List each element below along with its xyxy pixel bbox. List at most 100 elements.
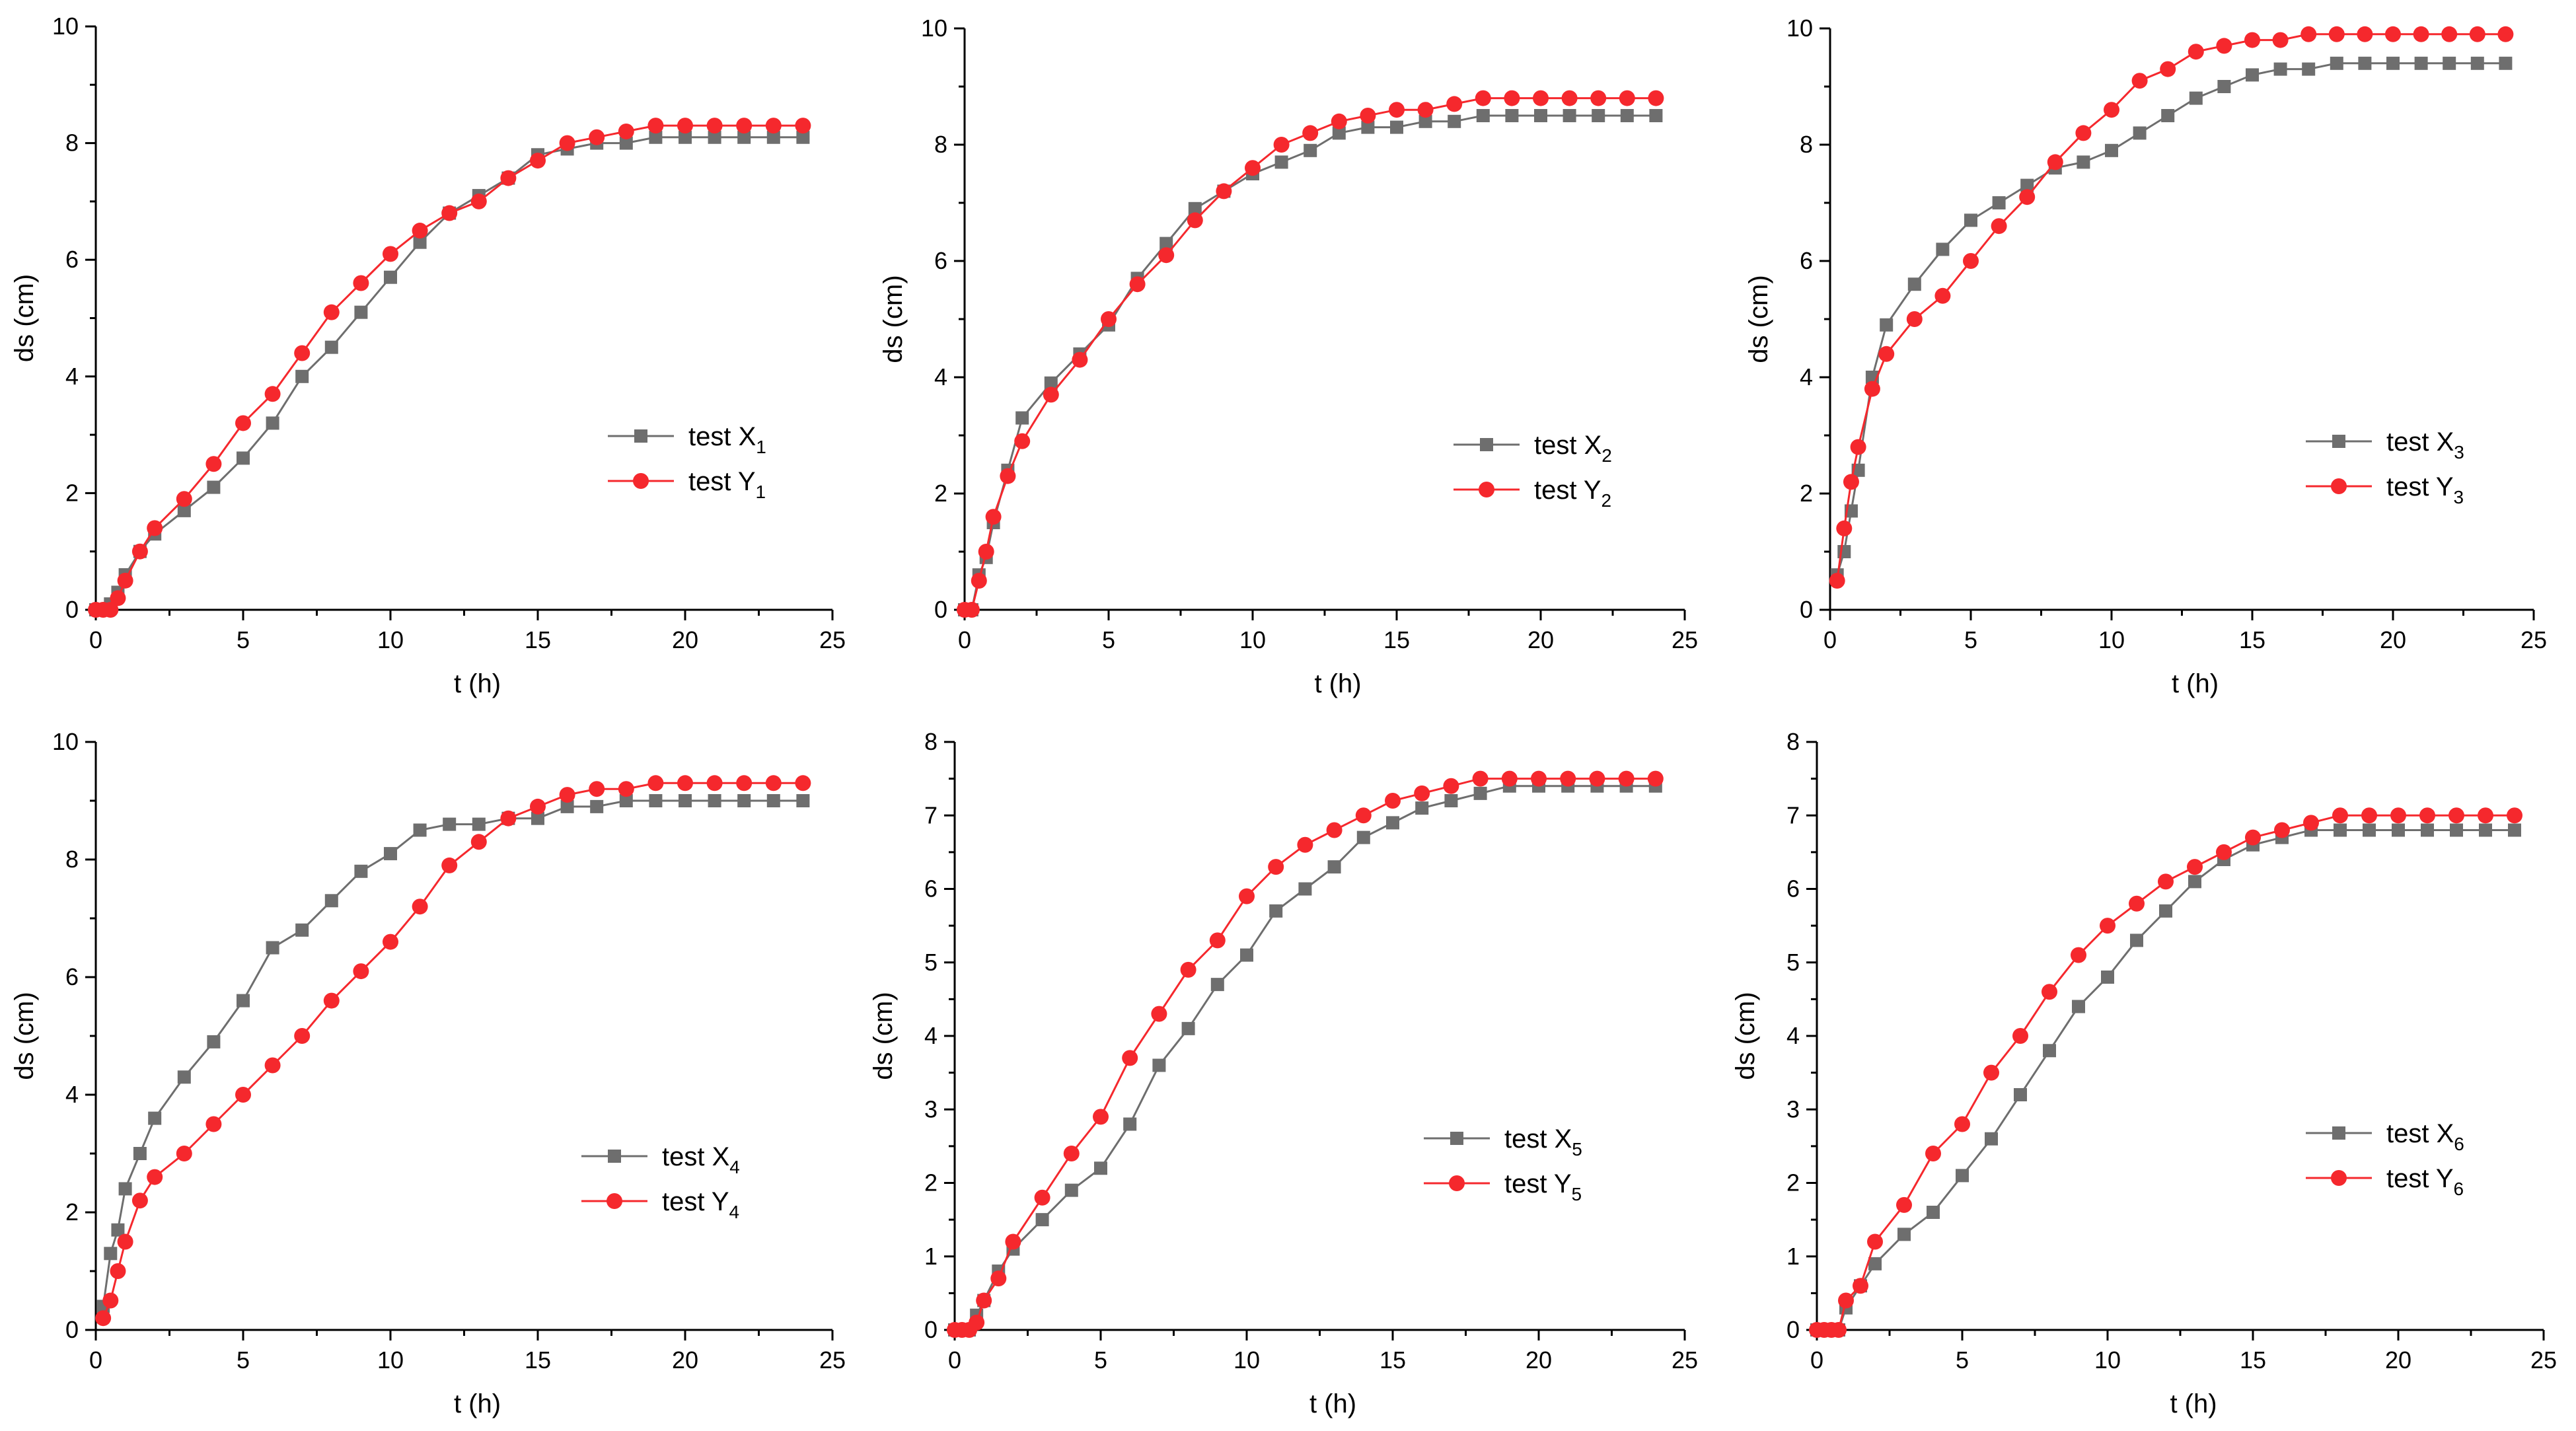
x-tick-label: 25	[1672, 1346, 1698, 1374]
data-point-circle	[323, 992, 340, 1009]
x-tick-label: 10	[1239, 626, 1266, 653]
y-tick-label: 5	[1786, 949, 1800, 976]
x-tick-label: 0	[948, 1346, 961, 1374]
data-point-square	[2105, 143, 2118, 157]
data-point-circle	[2188, 44, 2204, 60]
data-point-square	[2043, 1044, 2056, 1058]
legend-label: test X6	[2386, 1119, 2464, 1154]
data-point-circle	[1906, 311, 1923, 327]
data-point-circle	[2303, 815, 2319, 831]
data-point-circle	[589, 129, 605, 145]
x-tick-label: 20	[2385, 1346, 2411, 1374]
series-square	[89, 130, 810, 616]
data-point-square	[1592, 109, 1605, 122]
data-point-circle	[618, 781, 634, 797]
data-point-square	[2130, 934, 2143, 947]
data-point-square	[324, 340, 338, 354]
data-point-circle	[2071, 947, 2086, 963]
data-point-square	[649, 794, 663, 807]
data-point-circle	[2042, 984, 2057, 1000]
data-point-circle	[1853, 1278, 1868, 1294]
y-tick-label: 4	[1786, 1022, 1800, 1049]
data-point-circle	[589, 781, 605, 797]
data-point-circle	[736, 118, 753, 134]
data-point-circle	[765, 775, 782, 791]
data-point-square	[2508, 823, 2521, 837]
data-point-square	[2072, 1000, 2085, 1013]
data-point-circle	[985, 509, 1002, 525]
data-point-circle	[1618, 770, 1635, 787]
legend-label-subscript: 6	[2454, 1179, 2464, 1199]
data-point-square	[118, 1182, 132, 1196]
x-tick-label: 15	[1383, 626, 1410, 653]
data-point-circle	[1355, 807, 1372, 824]
data-point-square	[384, 847, 397, 861]
data-point-square	[354, 305, 368, 319]
data-point-circle	[647, 775, 664, 791]
data-point-circle	[176, 491, 192, 507]
data-point-square	[1964, 213, 1977, 227]
data-point-circle	[441, 205, 458, 221]
data-point-square	[2443, 56, 2456, 70]
x-tick-label: 15	[525, 1346, 551, 1374]
data-point-circle	[2272, 32, 2289, 48]
data-point-square	[766, 130, 780, 144]
data-point-circle	[131, 1192, 148, 1209]
y-tick-label: 6	[65, 246, 79, 273]
data-point-circle	[264, 386, 281, 402]
data-point-circle	[2413, 26, 2429, 42]
data-point-square	[2014, 1088, 2027, 1101]
data-point-circle	[294, 345, 311, 361]
data-point-circle	[1417, 102, 1434, 118]
data-point-square	[2414, 56, 2428, 70]
data-point-circle	[2216, 844, 2232, 860]
legend-marker-circle	[633, 473, 649, 489]
data-point-square	[2101, 971, 2114, 984]
legend-label-subscript: 1	[756, 482, 766, 502]
legend-label-subscript: 3	[2454, 442, 2464, 462]
data-point-square	[796, 794, 810, 807]
data-point-circle	[1878, 346, 1895, 362]
data-point-circle	[1414, 785, 1430, 801]
x-tick-label: 20	[2380, 626, 2406, 653]
y-tick-label: 2	[934, 480, 947, 507]
data-point-square	[1448, 114, 1461, 128]
legend-label-name: test Y	[1534, 476, 1601, 505]
data-point-circle	[1925, 1146, 1941, 1161]
data-point-square	[2302, 62, 2316, 76]
data-point-square	[1649, 109, 1663, 122]
data-point-circle	[1561, 90, 1578, 106]
legend-marker-square	[2332, 435, 2345, 448]
data-point-circle	[2075, 125, 2092, 141]
data-point-circle	[102, 602, 119, 618]
x-tick-label: 20	[1526, 1346, 1552, 1374]
data-point-square	[1927, 1206, 1940, 1219]
data-point-square	[266, 416, 279, 430]
data-point-circle	[1954, 1116, 1970, 1132]
data-point-square	[1505, 109, 1519, 122]
data-point-square	[679, 130, 692, 144]
legend-label-name: test Y	[1504, 1169, 1572, 1198]
data-point-square	[207, 1035, 221, 1048]
legend-label: test Y3	[2386, 472, 2464, 507]
data-point-circle	[1209, 932, 1226, 949]
data-point-square	[2358, 56, 2372, 70]
data-point-circle	[1619, 90, 1635, 106]
x-tick-label: 20	[672, 626, 698, 653]
series-square	[958, 109, 1663, 616]
data-point-square	[1563, 109, 1576, 122]
legend-marker-circle	[2331, 478, 2347, 494]
legend-label-subscript: 2	[1601, 490, 1612, 511]
data-point-square	[1035, 1213, 1049, 1227]
legend-label-subscript: 1	[756, 437, 766, 457]
data-point-circle	[1005, 1233, 1021, 1250]
data-point-square	[266, 941, 279, 955]
data-point-square	[649, 130, 663, 144]
legend-label: test X2	[1534, 431, 1612, 466]
data-point-circle	[706, 775, 723, 791]
data-point-square	[104, 1247, 118, 1261]
x-tick-label: 5	[1102, 626, 1115, 653]
data-point-square	[796, 130, 810, 144]
